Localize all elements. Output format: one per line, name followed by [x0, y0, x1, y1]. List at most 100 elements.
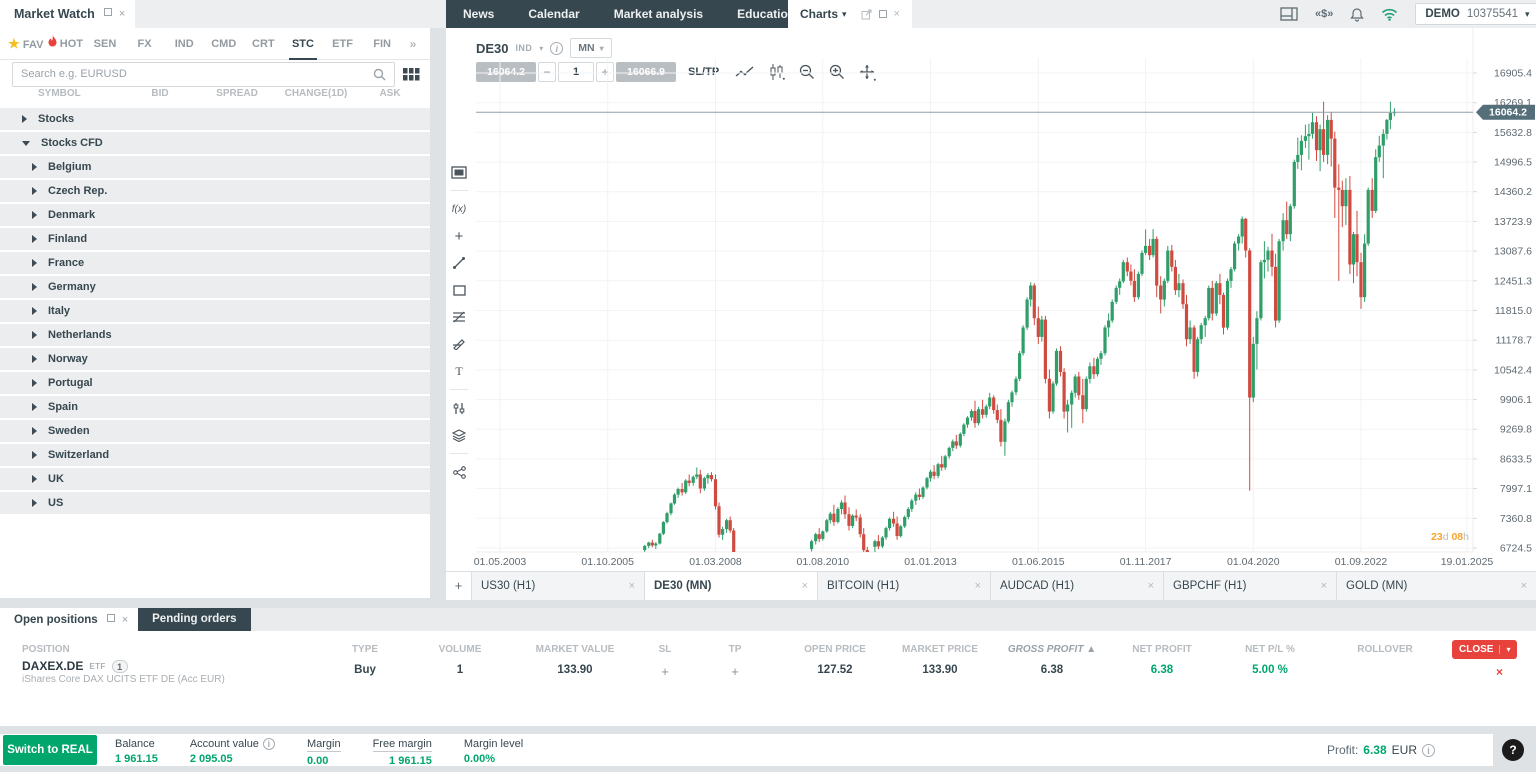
- switch-to-real-button[interactable]: Switch to REAL: [3, 735, 97, 765]
- chart-tab-bitcoin-h1-[interactable]: BITCOIN (H1) ×: [818, 572, 991, 600]
- cell-tp[interactable]: +: [731, 664, 739, 679]
- list-item-finland[interactable]: Finland: [0, 228, 430, 250]
- column-header-net-profit[interactable]: NET PROFIT: [1132, 644, 1192, 655]
- info-icon[interactable]: i: [1422, 743, 1435, 757]
- chart-tab-de30-mn-[interactable]: DE30 (MN) ×: [645, 572, 818, 600]
- list-item-italy[interactable]: Italy: [0, 300, 430, 322]
- watchlist-tab-fav[interactable]: ★ FAV: [6, 28, 46, 60]
- annotation-tool-icon[interactable]: [450, 335, 468, 353]
- list-item-stocks[interactable]: Stocks: [0, 108, 430, 130]
- pan-crosshair-icon[interactable]: [859, 64, 876, 81]
- list-item-sweden[interactable]: Sweden: [0, 420, 430, 442]
- list-item-switzerland[interactable]: Switzerland: [0, 444, 430, 466]
- close-icon[interactable]: ×: [118, 8, 126, 20]
- list-item-denmark[interactable]: Denmark: [0, 204, 430, 226]
- watchlist-tab-ind[interactable]: IND: [164, 28, 204, 60]
- list-item-germany[interactable]: Germany: [0, 276, 430, 298]
- cell-sl[interactable]: +: [661, 664, 669, 679]
- share-icon[interactable]: [450, 463, 468, 481]
- layout-icon[interactable]: [1280, 7, 1298, 21]
- column-header-volume[interactable]: VOLUME: [438, 644, 482, 655]
- text-tool-icon[interactable]: T: [455, 363, 463, 378]
- watchlist-tab-hot[interactable]: HOT: [46, 28, 86, 60]
- search-input[interactable]: [21, 68, 373, 80]
- tab-charts[interactable]: Charts ▾ ×: [788, 0, 912, 28]
- watchlist-tab-sen[interactable]: SEN: [85, 28, 125, 60]
- popout-icon[interactable]: [861, 9, 872, 20]
- market-watch-title-tab[interactable]: Market Watch ×: [0, 0, 136, 28]
- layers-icon[interactable]: [450, 426, 468, 444]
- trendline-tool-icon[interactable]: [450, 254, 468, 272]
- search-box[interactable]: [12, 61, 395, 87]
- candlestick-style-icon[interactable]: [769, 64, 785, 80]
- settings-sliders-icon[interactable]: [450, 399, 468, 417]
- sltp-button[interactable]: SL/TP: [688, 66, 720, 78]
- watchlist-tab-etf[interactable]: ETF: [323, 28, 363, 60]
- sell-button[interactable]: 16064.2: [476, 62, 536, 82]
- watchlist-tab-crt[interactable]: CRT: [244, 28, 284, 60]
- info-icon[interactable]: i: [262, 738, 275, 750]
- maximize-icon[interactable]: [878, 10, 887, 18]
- close-all-button[interactable]: CLOSE ▾: [1452, 640, 1518, 659]
- rectangle-tool-icon[interactable]: [450, 281, 468, 299]
- nav-item-education[interactable]: Education: [737, 7, 796, 21]
- crosshair-tool-icon[interactable]: +: [454, 227, 464, 245]
- price-chart[interactable]: 16064.2 16905.4 16269.1 15632.8 14996.5 14360…: [446, 28, 1536, 571]
- wifi-icon[interactable]: [1381, 8, 1398, 21]
- column-header-tp[interactable]: TP: [728, 644, 742, 655]
- bell-icon[interactable]: [1350, 7, 1365, 22]
- watchlist-tab-stc[interactable]: STC: [283, 28, 323, 60]
- chart-tab-gbpchf-h1-[interactable]: GBPCHF (H1) ×: [1164, 572, 1337, 600]
- column-header-net-p-l-[interactable]: NET P/L %: [1245, 644, 1295, 655]
- column-header-market-value[interactable]: MARKET VALUE: [535, 644, 615, 655]
- column-header-position[interactable]: POSITION: [22, 644, 70, 655]
- close-icon[interactable]: ×: [1147, 580, 1154, 592]
- nav-item-market-analysis[interactable]: Market analysis: [613, 7, 704, 21]
- column-header-sl[interactable]: SL: [658, 644, 672, 655]
- list-item-us[interactable]: US: [0, 492, 430, 514]
- maximize-icon[interactable]: [103, 8, 112, 16]
- close-icon[interactable]: ×: [1520, 580, 1527, 592]
- currency-icon[interactable]: «$»: [1315, 8, 1334, 20]
- zoom-in-icon[interactable]: [829, 64, 845, 80]
- add-chart-tab-button[interactable]: +: [446, 572, 472, 600]
- quantity-increase-button[interactable]: +: [596, 62, 614, 82]
- close-icon[interactable]: ×: [893, 8, 900, 20]
- zoom-out-icon[interactable]: [799, 64, 815, 80]
- account-selector[interactable]: DEMO 10375541 ▾: [1415, 3, 1536, 25]
- close-icon[interactable]: ×: [1320, 580, 1327, 592]
- quantity-value[interactable]: 1: [558, 62, 594, 82]
- nav-item-calendar[interactable]: Calendar: [528, 7, 580, 21]
- list-item-netherlands[interactable]: Netherlands: [0, 324, 430, 346]
- tab-open-positions[interactable]: Open positions ×: [0, 608, 139, 631]
- chart-tab-audcad-h1-[interactable]: AUDCAD (H1) ×: [991, 572, 1164, 600]
- close-icon[interactable]: ×: [628, 580, 635, 592]
- grid-view-icon[interactable]: [403, 67, 420, 81]
- list-item-spain[interactable]: Spain: [0, 396, 430, 418]
- list-item-norway[interactable]: Norway: [0, 348, 430, 370]
- chevron-down-icon[interactable]: ▾: [539, 43, 544, 53]
- close-icon[interactable]: ×: [121, 613, 129, 626]
- watchlist-tab-fx[interactable]: FX: [125, 28, 165, 60]
- close-icon[interactable]: ×: [974, 580, 981, 592]
- list-item-portugal[interactable]: Portugal: [0, 372, 430, 394]
- view-mode-icon[interactable]: [450, 163, 468, 181]
- list-item-czech-rep-[interactable]: Czech Rep.: [0, 180, 430, 202]
- column-header-market-price[interactable]: MARKET PRICE: [901, 644, 979, 655]
- nav-item-news[interactable]: News: [463, 7, 495, 21]
- chart-tab-us30-h1-[interactable]: US30 (H1) ×: [472, 572, 645, 600]
- column-header-rollover[interactable]: ROLLOVER: [1357, 644, 1413, 655]
- tab-pending-orders[interactable]: Pending orders: [138, 608, 251, 631]
- help-button[interactable]: ?: [1502, 739, 1524, 761]
- watchlist-tab-fin[interactable]: FIN: [362, 28, 402, 60]
- quantity-decrease-button[interactable]: −: [538, 62, 556, 82]
- list-item-uk[interactable]: UK: [0, 468, 430, 490]
- chart-tab-gold-mn-[interactable]: GOLD (MN) ×: [1337, 572, 1536, 600]
- maximize-icon[interactable]: [106, 613, 115, 622]
- buy-button[interactable]: 16066.9: [616, 62, 676, 82]
- column-header-type[interactable]: TYPE: [351, 644, 379, 655]
- chart-symbol[interactable]: DE30: [476, 40, 509, 56]
- fibonacci-tool-icon[interactable]: [450, 308, 468, 326]
- tabs-overflow-icon[interactable]: »: [409, 36, 417, 51]
- close-icon[interactable]: ×: [801, 580, 808, 592]
